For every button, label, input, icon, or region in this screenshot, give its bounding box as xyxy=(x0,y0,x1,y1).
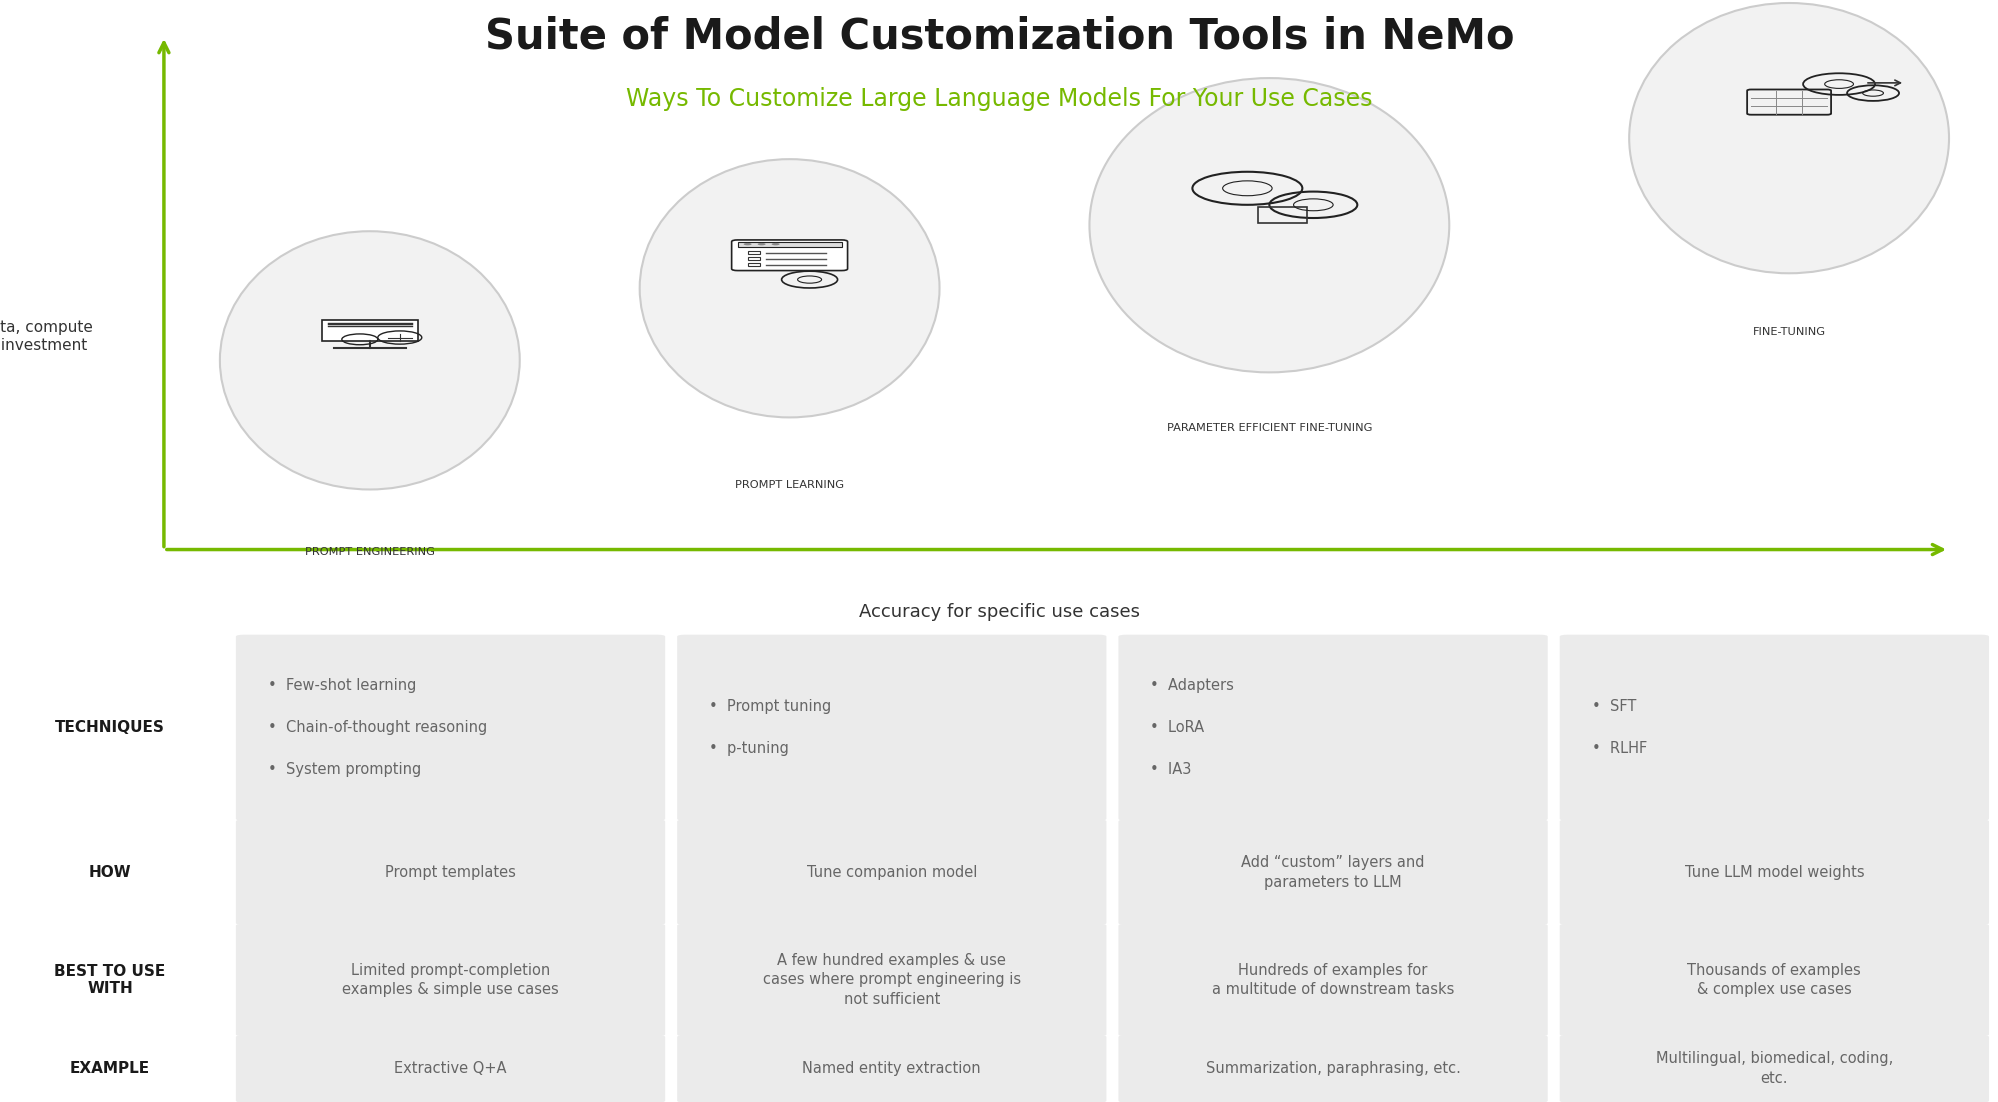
Text: Suite of Model Customization Tools in NeMo: Suite of Model Customization Tools in Ne… xyxy=(484,15,1514,57)
FancyBboxPatch shape xyxy=(731,240,847,271)
FancyBboxPatch shape xyxy=(236,923,665,1036)
Text: Tune companion model: Tune companion model xyxy=(807,865,977,879)
FancyBboxPatch shape xyxy=(236,820,665,925)
FancyBboxPatch shape xyxy=(1119,1035,1546,1102)
Text: Thousands of examples
& complex use cases: Thousands of examples & complex use case… xyxy=(1686,962,1860,997)
Ellipse shape xyxy=(220,231,519,489)
FancyBboxPatch shape xyxy=(1119,635,1546,821)
Text: Multilingual, biomedical, coding,
etc.: Multilingual, biomedical, coding, etc. xyxy=(1654,1051,1892,1087)
Text: Hundreds of examples for
a multitude of downstream tasks: Hundreds of examples for a multitude of … xyxy=(1211,962,1453,997)
Text: TECHNIQUES: TECHNIQUES xyxy=(56,720,164,735)
Text: PROMPT ENGINEERING: PROMPT ENGINEERING xyxy=(306,547,434,557)
Text: PROMPT LEARNING: PROMPT LEARNING xyxy=(735,480,843,490)
FancyBboxPatch shape xyxy=(677,1035,1107,1102)
Text: Summarization, paraphrasing, etc.: Summarization, paraphrasing, etc. xyxy=(1205,1061,1461,1077)
FancyBboxPatch shape xyxy=(677,820,1107,925)
Text: A few hundred examples & use
cases where prompt engineering is
not sufficient: A few hundred examples & use cases where… xyxy=(763,953,1021,1007)
Circle shape xyxy=(771,242,779,246)
Bar xyxy=(1259,207,1307,224)
FancyBboxPatch shape xyxy=(236,1035,665,1102)
Text: FINE-TUNING: FINE-TUNING xyxy=(1752,327,1824,337)
FancyBboxPatch shape xyxy=(1558,820,1988,925)
Text: •  Prompt tuning

•  p-tuning: • Prompt tuning • p-tuning xyxy=(709,699,831,756)
Text: •  Few-shot learning

•  Chain-of-thought reasoning

•  System prompting: • Few-shot learning • Chain-of-thought r… xyxy=(268,678,488,777)
Text: PARAMETER EFFICIENT FINE-TUNING: PARAMETER EFFICIENT FINE-TUNING xyxy=(1167,423,1371,433)
Bar xyxy=(747,257,759,260)
Circle shape xyxy=(757,242,765,246)
Ellipse shape xyxy=(1628,3,1948,273)
FancyBboxPatch shape xyxy=(1558,635,1988,821)
Text: •  Adapters

•  LoRA

•  IA3: • Adapters • LoRA • IA3 xyxy=(1151,678,1233,777)
Bar xyxy=(737,241,841,247)
Bar xyxy=(322,320,418,342)
Text: HOW: HOW xyxy=(88,865,132,879)
Text: Named entity extraction: Named entity extraction xyxy=(801,1061,981,1077)
FancyBboxPatch shape xyxy=(1119,820,1546,925)
Text: Accuracy for specific use cases: Accuracy for specific use cases xyxy=(859,603,1139,620)
Text: EXAMPLE: EXAMPLE xyxy=(70,1061,150,1077)
Text: •  SFT

•  RLHF: • SFT • RLHF xyxy=(1590,699,1646,756)
FancyBboxPatch shape xyxy=(677,923,1107,1036)
FancyBboxPatch shape xyxy=(1558,1035,1988,1102)
FancyBboxPatch shape xyxy=(1119,923,1546,1036)
Circle shape xyxy=(743,242,751,246)
Text: Add “custom” layers and
parameters to LLM: Add “custom” layers and parameters to LL… xyxy=(1241,855,1425,889)
FancyBboxPatch shape xyxy=(677,635,1107,821)
Text: Prompt templates: Prompt templates xyxy=(386,865,515,879)
Text: Extractive Q+A: Extractive Q+A xyxy=(394,1061,507,1077)
Text: Ways To Customize Large Language Models For Your Use Cases: Ways To Customize Large Language Models … xyxy=(625,87,1373,111)
FancyBboxPatch shape xyxy=(1558,923,1988,1036)
Text: Tune LLM model weights: Tune LLM model weights xyxy=(1684,865,1864,879)
FancyBboxPatch shape xyxy=(236,635,665,821)
Text: Data, compute
& investment: Data, compute & investment xyxy=(0,320,92,353)
Text: Limited prompt-completion
examples & simple use cases: Limited prompt-completion examples & sim… xyxy=(342,962,559,997)
Bar xyxy=(747,262,759,267)
Bar xyxy=(747,251,759,255)
Ellipse shape xyxy=(1089,78,1449,372)
Text: BEST TO USE
WITH: BEST TO USE WITH xyxy=(54,964,166,996)
Ellipse shape xyxy=(639,159,939,418)
